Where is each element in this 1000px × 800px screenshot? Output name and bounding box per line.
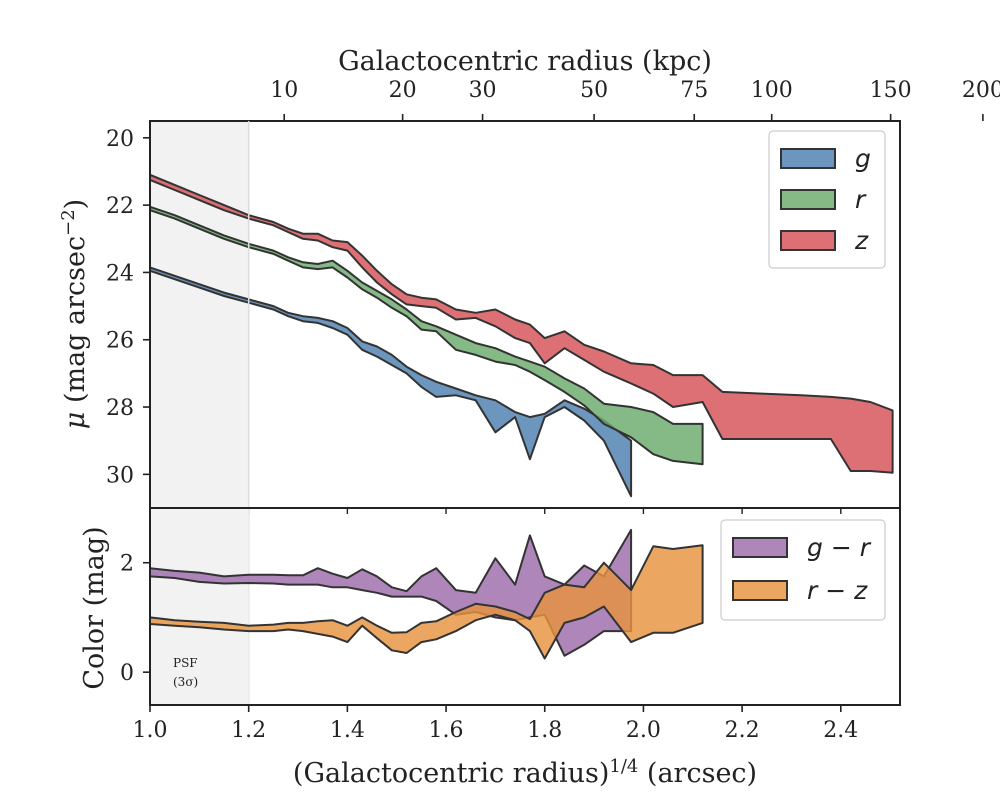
bottom-y-ticks: 02 — [120, 552, 150, 686]
y-label-rest: (mag arcsec — [60, 236, 91, 412]
kpc-tick-label: 75 — [680, 78, 708, 103]
y-label-close: ) — [60, 199, 91, 210]
legend-swatch-g-r — [732, 537, 788, 558]
kpc-tick-label: 200 — [962, 78, 1000, 103]
color-series — [149, 528, 704, 660]
kpc-tick-label: 10 — [270, 78, 298, 103]
x-tick-label: 1.0 — [133, 718, 168, 743]
legend-label-r: r — [855, 185, 867, 214]
color-y-tick-label: 0 — [120, 661, 134, 686]
kpc-tick-label: 20 — [389, 78, 417, 103]
legend-label-g: g — [855, 144, 871, 173]
x-tick-label: 2.2 — [725, 718, 760, 743]
x-label-main: (Galactocentric radius) — [293, 758, 609, 789]
x-tick-label: 2.4 — [823, 718, 858, 743]
y-label-mu: μ — [60, 412, 91, 430]
band-legend: grz — [768, 130, 886, 269]
psf-shaded-region-color — [150, 508, 249, 705]
legend-label-g-r: g − r — [807, 533, 872, 562]
psf-annotation-line2: (3σ) — [173, 675, 198, 689]
band-g — [149, 266, 633, 498]
x-tick-label: 1.2 — [231, 718, 266, 743]
y-tick-label: 22 — [106, 194, 134, 219]
legend-swatch-r-z — [732, 580, 788, 601]
y-tick-label: 20 — [106, 127, 134, 152]
y-tick-label: 30 — [106, 463, 134, 488]
kpc-tick-label: 150 — [870, 78, 912, 103]
psf-shaded-region — [150, 121, 249, 508]
y-axis-label-mu: μ (mag arcsec−2) — [58, 199, 91, 429]
kpc-tick-label: 50 — [580, 78, 608, 103]
x-tick-label: 2.0 — [626, 718, 661, 743]
kpc-tick-label: 30 — [469, 78, 497, 103]
legend-label-r-z: r − z — [807, 576, 868, 605]
bottom-panel-frame — [149, 507, 901, 706]
legend-label-z: z — [854, 226, 869, 255]
y-tick-label: 24 — [106, 261, 134, 286]
y-tick-label: 28 — [106, 396, 134, 421]
kpc-tick-label: 100 — [751, 78, 793, 103]
band-r-z — [149, 544, 704, 660]
psf-annotation-line1: PSF — [173, 656, 198, 670]
secondary-x-axis-label: Galactocentric radius (kpc) — [338, 46, 712, 77]
x-label-unit: (arcsec) — [638, 758, 757, 789]
y-tick-label: 26 — [106, 329, 134, 354]
legend-swatch-g — [780, 148, 836, 169]
color-y-axis-label: Color (mag) — [79, 526, 110, 689]
color-y-tick-label: 2 — [120, 552, 134, 577]
x-tick-label: 1.6 — [429, 718, 464, 743]
color-panel: 02 1.0 1.2 1.4 1.6 1.8 2.0 2.2 2.4 PSF (3σ) Col… — [79, 507, 901, 789]
x-axis-ticks: 1.0 1.2 1.4 1.6 1.8 2.0 2.2 2.4 — [133, 705, 858, 743]
x-axis-label: (Galactocentric radius)1/4 (arcsec) — [293, 756, 757, 789]
top-secondary-x-ticks: 10 20 30 50 75 100 150 200 — [270, 78, 1000, 121]
top-y-ticks: 20 22 24 26 28 30 — [106, 127, 150, 488]
y-label-sup: −2 — [58, 209, 79, 236]
legend-swatch-r — [780, 189, 836, 210]
band-r — [149, 205, 704, 466]
band-z — [149, 173, 894, 474]
x-label-sup: 1/4 — [609, 756, 638, 777]
legend-swatch-z — [780, 230, 836, 251]
x-tick-label: 1.8 — [527, 718, 562, 743]
x-tick-label: 1.4 — [330, 718, 365, 743]
color-legend: g − r r − z — [720, 519, 886, 621]
surface-brightness-series — [149, 173, 894, 498]
